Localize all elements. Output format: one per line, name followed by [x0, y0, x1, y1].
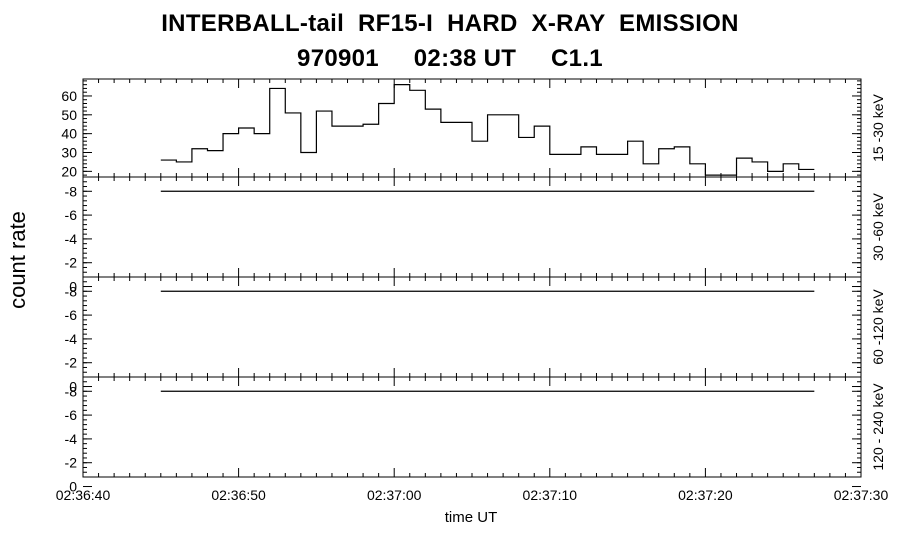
- y-tick-label: -4: [65, 231, 78, 247]
- y-tick-label: 0: [69, 479, 77, 495]
- panel-3: -8 -6 -4 -2 0 60 -120 keV: [65, 276, 886, 395]
- y-tick-label: 20: [61, 163, 77, 179]
- x-tick-label: 02:36:40: [56, 487, 111, 503]
- y-tick-label: 30: [61, 145, 77, 161]
- panel-band-label: 30 -60 keV: [870, 192, 886, 260]
- y-tick-label: -2: [65, 255, 78, 271]
- y-tick-label: -8: [65, 283, 78, 299]
- x-tick-label: 02:37:00: [367, 487, 422, 503]
- y-axis-label: count rate: [5, 211, 30, 309]
- y-tick-label: -4: [65, 331, 78, 347]
- panel-band-label: 15 -30 keV: [870, 93, 886, 161]
- x-tick-labels: 02:36:40 02:36:50 02:37:00 02:37:10 02:37:20…: [56, 487, 889, 503]
- chart-title: INTERBALL-tail RF15-I HARD X-RAY EMISSIO…: [161, 10, 739, 37]
- panel-band-label: 120 - 240 keV: [870, 383, 886, 471]
- x-axis-label: time UT: [445, 509, 498, 526]
- panel-frame: [82, 276, 862, 378]
- y-tick-label: -6: [65, 307, 78, 323]
- x-tick-label: 02:36:50: [211, 487, 266, 503]
- y-tick-label: -8: [65, 183, 78, 199]
- panel-band-label: 60 -120 keV: [870, 289, 886, 365]
- panel-1: 20 30 40 50 60 15 -30 keV: [61, 78, 886, 179]
- panel-4: -8 -6 -4 -2 0 120 - 240 keV: [65, 376, 886, 495]
- panel-frame: [82, 176, 862, 278]
- y-tick-label: -8: [65, 383, 78, 399]
- x-tick-label: 02:37:20: [678, 487, 733, 503]
- chart-subtitle: 970901 02:38 UT C1.1: [297, 45, 603, 72]
- y-tick-label: 60: [61, 88, 77, 104]
- panels-group: 20 30 40 50 60 15 -30 keV -8 -6 -4 -2 0 30 -60 keV -…: [61, 78, 886, 495]
- x-tick-label: 02:37:30: [834, 487, 889, 503]
- y-tick-label: 50: [61, 107, 77, 123]
- y-tick-label: 40: [61, 126, 77, 142]
- y-tick-label: -6: [65, 207, 78, 223]
- x-tick-label: 02:37:10: [523, 487, 578, 503]
- series-line: [160, 84, 815, 176]
- y-tick-label: 0: [69, 379, 77, 395]
- y-tick-label: -2: [65, 455, 78, 471]
- y-tick-label: -6: [65, 407, 78, 423]
- y-tick-label: -4: [65, 431, 78, 447]
- panel-frame: [82, 376, 862, 478]
- y-tick-label: -2: [65, 355, 78, 371]
- y-tick-label: 0: [69, 279, 77, 295]
